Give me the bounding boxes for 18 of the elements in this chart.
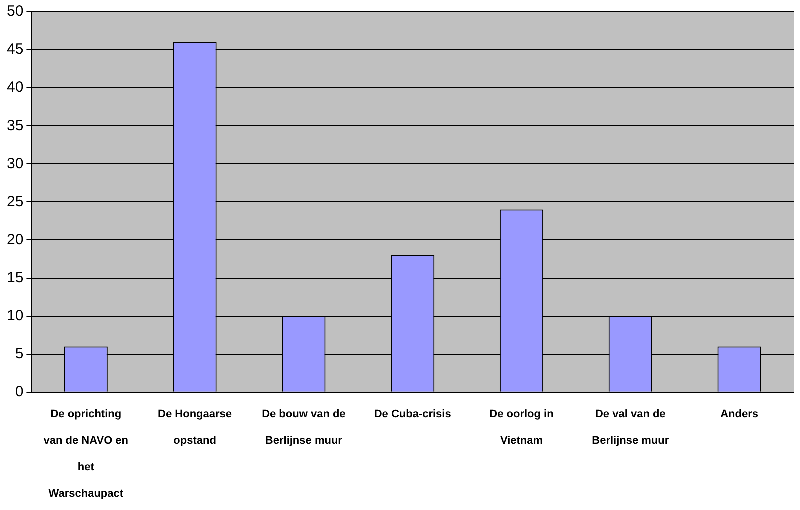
y-tick-label: 30 — [6, 155, 24, 172]
y-tick-label: 25 — [6, 193, 24, 210]
y-tick-label: 10 — [6, 307, 24, 324]
x-tick-label: Anders — [720, 408, 758, 421]
y-tick-label: 0 — [15, 384, 24, 401]
category-label: De oorlog in Vietnam — [490, 408, 554, 448]
y-tick-label: 5 — [15, 346, 24, 362]
y-tick-label: 35 — [6, 117, 24, 134]
category-label: De bouw van de Berlijnse muur — [262, 408, 346, 448]
y-tick-label: 40 — [6, 79, 24, 96]
y-tick-label: 50 — [6, 3, 24, 20]
category-label: De val van de Berlijnse muur — [592, 408, 670, 448]
y-tick-label: 20 — [6, 231, 24, 248]
x-tick-label: De Cuba-crisis — [374, 408, 452, 421]
category-label: De oprichting van de NAVO en het Warschaupact — [44, 408, 129, 500]
y-tick-label: 15 — [6, 269, 24, 286]
category-label: De Hongaarse opstand — [158, 408, 232, 448]
y-tick-label: 45 — [6, 41, 24, 58]
